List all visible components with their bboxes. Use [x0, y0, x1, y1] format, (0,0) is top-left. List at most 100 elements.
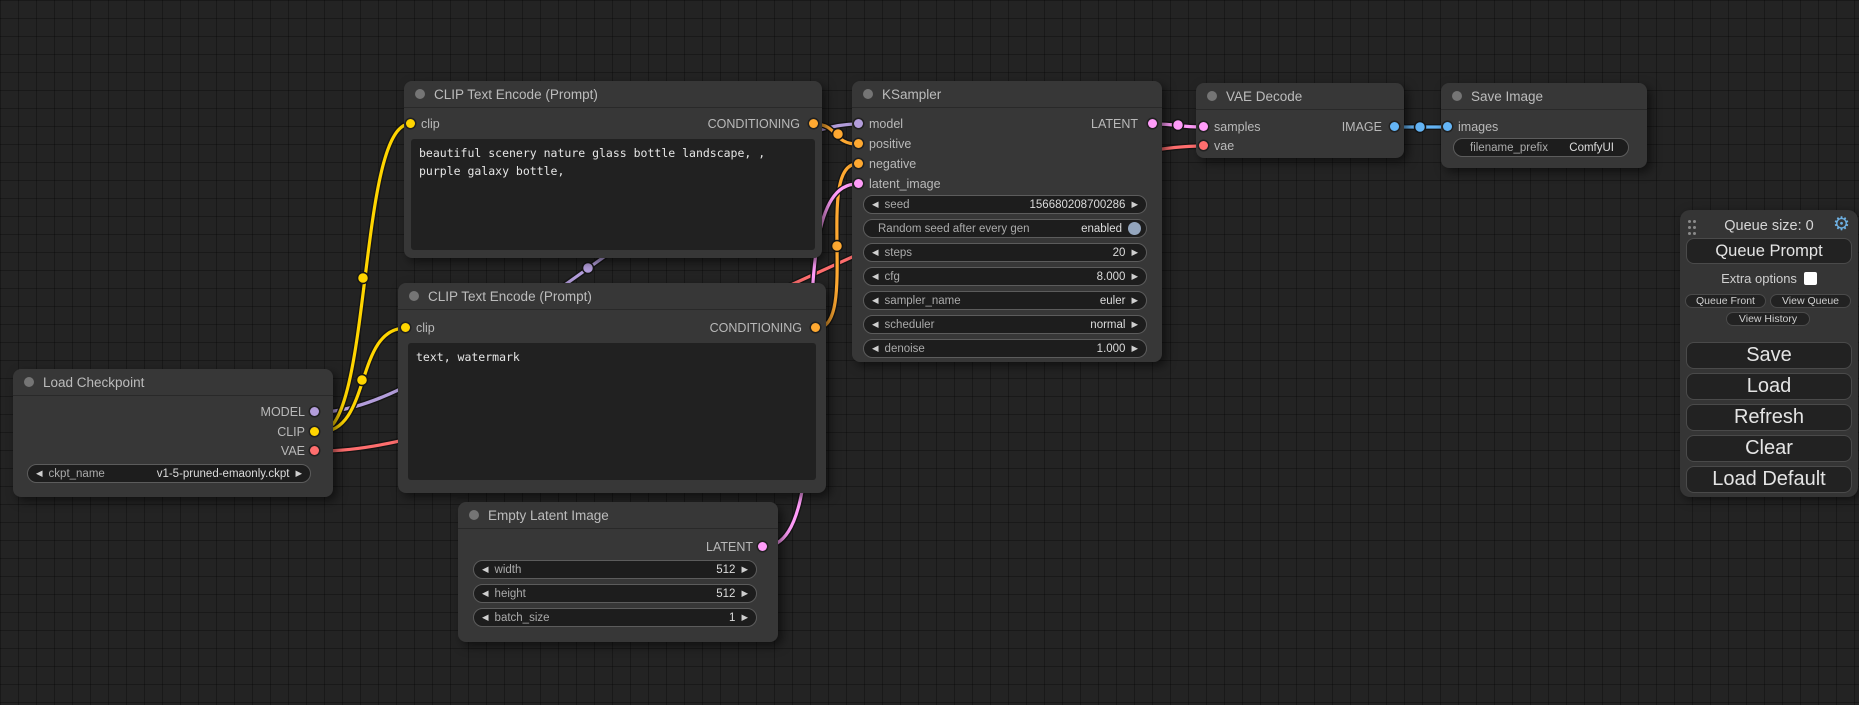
decrement-arrow-icon[interactable]: ◀ [36, 468, 43, 479]
queue-prompt-button[interactable]: Queue Prompt [1686, 238, 1852, 264]
output-slot-vae[interactable] [310, 446, 319, 455]
node-clip-text-encode-positive[interactable]: CLIP Text Encode (Prompt) clip CONDITION… [404, 81, 822, 258]
node-vae-decode[interactable]: VAE Decode samples vae IMAGE [1196, 83, 1404, 158]
node-empty-latent-image[interactable]: Empty Latent Image LATENT ◀ width 512 ▶ … [458, 502, 778, 642]
node-title-bar[interactable]: Load Checkpoint [13, 369, 333, 396]
positive-prompt-textarea[interactable]: beautiful scenery nature glass bottle la… [411, 139, 815, 250]
node-save-image[interactable]: Save Image images filename_prefix ComfyU… [1441, 83, 1647, 168]
widget-value: 8.000 [1096, 270, 1126, 283]
save-button[interactable]: Save [1686, 342, 1852, 369]
toggle-dot-icon[interactable] [1128, 222, 1141, 235]
output-slot-clip[interactable] [310, 427, 319, 436]
collapse-dot-icon[interactable] [469, 510, 479, 520]
queue-front-button[interactable]: Queue Front [1685, 294, 1766, 308]
link-dot-latent [1171, 118, 1185, 132]
output-label-model: MODEL [260, 405, 305, 419]
ckpt-name-widget[interactable]: ◀ ckpt_name v1-5-pruned-emaonly.ckpt ▶ [27, 464, 311, 483]
decrement-arrow-icon[interactable]: ◀ [872, 343, 879, 354]
input-slot-vae[interactable] [1199, 141, 1208, 150]
node-title-bar[interactable]: CLIP Text Encode (Prompt) [404, 81, 822, 108]
increment-arrow-icon[interactable]: ▶ [741, 564, 748, 575]
widget-name: Random seed after every gen [878, 222, 1030, 235]
sampler-name-widget[interactable]: ◀ sampler_name euler ▶ [863, 291, 1147, 310]
decrement-arrow-icon[interactable]: ◀ [872, 295, 879, 306]
height-widget[interactable]: ◀ height 512 ▶ [473, 584, 757, 603]
increment-arrow-icon[interactable]: ▶ [1131, 295, 1138, 306]
settings-gear-icon[interactable]: ⚙ [1832, 214, 1850, 235]
node-title-bar[interactable]: CLIP Text Encode (Prompt) [398, 283, 826, 310]
link-dot-clip2 [355, 373, 369, 387]
collapse-dot-icon[interactable] [415, 89, 425, 99]
cfg-widget[interactable]: ◀ cfg 8.000 ▶ [863, 267, 1147, 286]
decrement-arrow-icon[interactable]: ◀ [482, 588, 489, 599]
output-slot-latent[interactable] [758, 542, 767, 551]
decrement-arrow-icon[interactable]: ◀ [482, 564, 489, 575]
increment-arrow-icon[interactable]: ▶ [1131, 343, 1138, 354]
denoise-widget[interactable]: ◀ denoise 1.000 ▶ [863, 339, 1147, 358]
node-load-checkpoint[interactable]: Load Checkpoint MODEL CLIP VAE ◀ ckpt_na… [13, 369, 333, 497]
collapse-dot-icon[interactable] [1452, 91, 1462, 101]
drag-handle-icon[interactable] [1688, 220, 1696, 236]
link-dot-image [1413, 120, 1427, 134]
widget-value: v1-5-pruned-emaonly.ckpt [156, 467, 290, 480]
input-slot-clip[interactable] [406, 119, 415, 128]
collapse-dot-icon[interactable] [24, 377, 34, 387]
increment-arrow-icon[interactable]: ▶ [1131, 199, 1138, 210]
collapse-dot-icon[interactable] [409, 291, 419, 301]
extra-options-checkbox[interactable] [1803, 272, 1817, 285]
view-queue-button[interactable]: View Queue [1770, 294, 1851, 308]
negative-prompt-textarea[interactable]: text, watermark [408, 343, 816, 480]
queue-menu-panel[interactable]: Queue size: 0 ⚙ Queue Prompt Extra optio… [1680, 210, 1858, 497]
load-default-button[interactable]: Load Default [1686, 466, 1852, 493]
collapse-dot-icon[interactable] [1207, 91, 1217, 101]
view-history-button[interactable]: View History [1726, 312, 1810, 326]
decrement-arrow-icon[interactable]: ◀ [482, 612, 489, 623]
input-slot-clip[interactable] [401, 323, 410, 332]
clear-button[interactable]: Clear [1686, 435, 1852, 462]
output-slot-latent[interactable] [1148, 119, 1157, 128]
increment-arrow-icon[interactable]: ▶ [1131, 319, 1138, 330]
decrement-arrow-icon[interactable]: ◀ [872, 319, 879, 330]
node-title-bar[interactable]: Empty Latent Image [458, 502, 778, 529]
random-seed-toggle[interactable]: Random seed after every gen enabled [863, 219, 1147, 238]
node-title-bar[interactable]: Save Image [1441, 83, 1647, 110]
input-slot-model[interactable] [854, 119, 863, 128]
collapse-dot-icon[interactable] [863, 89, 873, 99]
increment-arrow-icon[interactable]: ▶ [295, 468, 302, 479]
node-ksampler[interactable]: KSampler model positive negative latent_… [852, 81, 1162, 362]
decrement-arrow-icon[interactable]: ◀ [872, 271, 879, 282]
input-slot-negative[interactable] [854, 159, 863, 168]
scheduler-widget[interactable]: ◀ scheduler normal ▶ [863, 315, 1147, 334]
input-slot-samples[interactable] [1199, 122, 1208, 131]
increment-arrow-icon[interactable]: ▶ [1131, 271, 1138, 282]
output-label-vae: VAE [280, 444, 305, 458]
batch-size-widget[interactable]: ◀ batch_size 1 ▶ [473, 608, 757, 627]
output-label-conditioning: CONDITIONING [709, 321, 802, 335]
width-widget[interactable]: ◀ width 512 ▶ [473, 560, 757, 579]
increment-arrow-icon[interactable]: ▶ [1131, 247, 1138, 258]
input-slot-positive[interactable] [854, 139, 863, 148]
widget-name: denoise [884, 342, 925, 355]
link-dot-clip1 [356, 271, 370, 285]
node-clip-text-encode-negative[interactable]: CLIP Text Encode (Prompt) clip CONDITION… [398, 283, 826, 493]
node-title-bar[interactable]: KSampler [852, 81, 1162, 108]
refresh-button[interactable]: Refresh [1686, 404, 1852, 431]
increment-arrow-icon[interactable]: ▶ [741, 588, 748, 599]
increment-arrow-icon[interactable]: ▶ [741, 612, 748, 623]
decrement-arrow-icon[interactable]: ◀ [872, 199, 879, 210]
steps-widget[interactable]: ◀ steps 20 ▶ [863, 243, 1147, 262]
input-slot-latent-image[interactable] [854, 179, 863, 188]
node-title-bar[interactable]: VAE Decode [1196, 83, 1404, 110]
decrement-arrow-icon[interactable]: ◀ [872, 247, 879, 258]
seed-widget[interactable]: ◀ seed 156680208700286 ▶ [863, 195, 1147, 214]
output-slot-conditioning[interactable] [809, 119, 818, 128]
load-button[interactable]: Load [1686, 373, 1852, 400]
filename-prefix-widget[interactable]: filename_prefix ComfyUI [1453, 138, 1629, 157]
input-slot-images[interactable] [1443, 122, 1452, 131]
output-slot-conditioning[interactable] [811, 323, 820, 332]
output-label-image: IMAGE [1341, 120, 1382, 134]
node-title: VAE Decode [1226, 89, 1303, 104]
output-slot-model[interactable] [310, 407, 319, 416]
output-slot-image[interactable] [1390, 122, 1399, 131]
